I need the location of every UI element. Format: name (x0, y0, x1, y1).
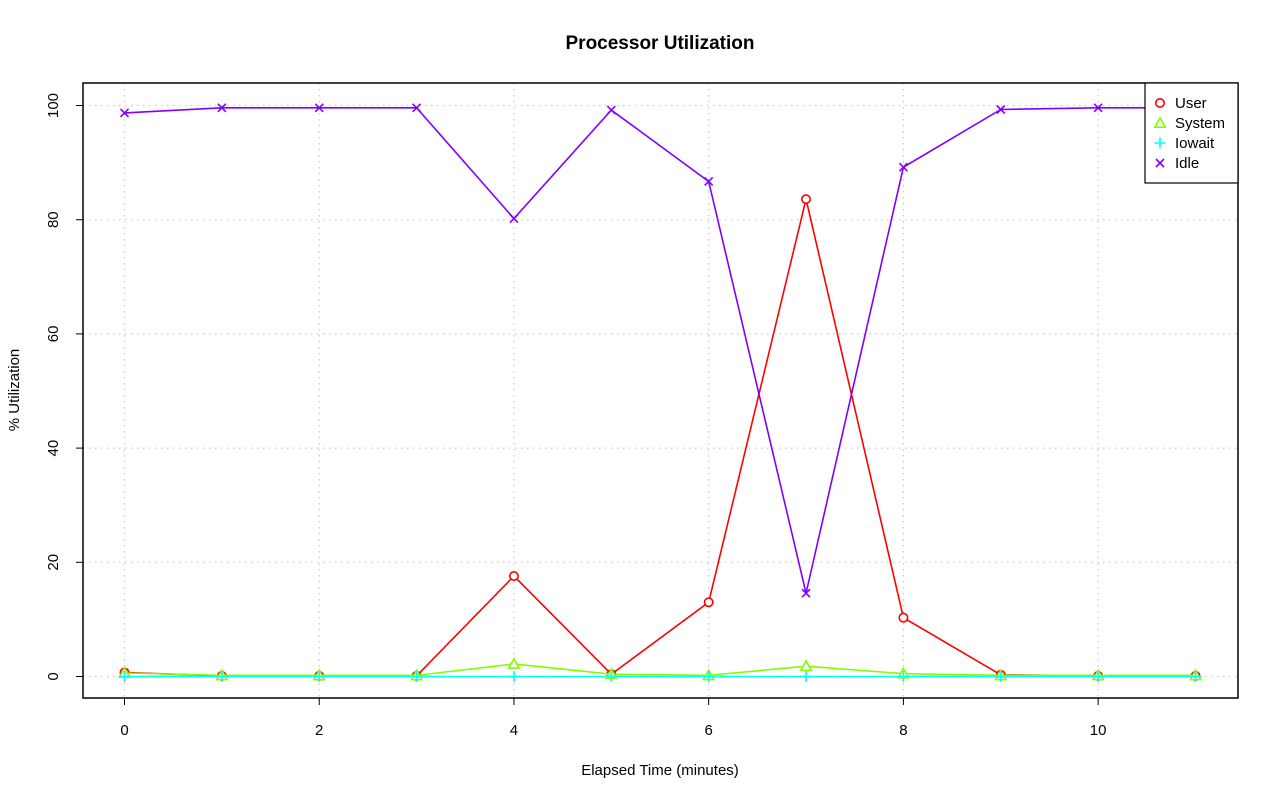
data-point-user (801, 194, 812, 205)
data-point-user (703, 597, 714, 608)
legend-label-idle: Idle (1175, 155, 1199, 172)
series-line-system (124, 663, 1196, 677)
y-tick-label: 20 (45, 554, 62, 571)
legend-label-user: User (1175, 95, 1207, 112)
data-point-iowait (800, 671, 812, 682)
y-tick-label: 80 (45, 211, 62, 228)
data-point-idle (119, 108, 130, 118)
series-layer (117, 103, 1203, 682)
x-tick-label: 6 (705, 722, 713, 739)
data-point-iowait (703, 671, 715, 682)
data-point-iowait (995, 671, 1007, 682)
y-tick-label: 60 (45, 326, 62, 343)
data-point-iowait (313, 671, 325, 682)
legend-label-system: System (1175, 115, 1225, 132)
x-axis: 0 2 4 6 8 10 (120, 697, 1107, 739)
legend-marker-idle (1155, 158, 1165, 168)
legend-marker-system (1153, 116, 1167, 128)
series-line-idle (124, 106, 1196, 594)
data-point-iowait (897, 671, 909, 682)
data-point-idle (606, 105, 616, 115)
y-tick-label: 0 (45, 672, 62, 680)
y-tick-label: 40 (45, 440, 62, 457)
x-tick-label: 0 (120, 722, 128, 739)
data-point-idle (412, 103, 422, 113)
data-point-idle (801, 588, 811, 598)
data-point-iowait (411, 671, 423, 682)
data-point-user (508, 571, 519, 582)
data-point-idle (704, 176, 714, 187)
data-point-idle (217, 103, 227, 113)
data-point-idle (314, 103, 324, 113)
data-point-iowait (216, 671, 228, 682)
data-point-iowait (1190, 671, 1201, 682)
series-line-user (124, 198, 1196, 677)
data-point-iowait (1092, 671, 1104, 682)
y-tick-label: 100 (45, 93, 62, 118)
data-point-idle (1093, 103, 1103, 113)
data-point-idle (509, 213, 519, 224)
data-point-system (507, 657, 521, 669)
legend: User System Iowait Idle (1144, 82, 1239, 184)
y-axis-label: % Utilization (6, 349, 23, 432)
data-point-user (898, 612, 909, 623)
legend-label-iowait: Iowait (1175, 135, 1215, 152)
x-tick-label: 10 (1090, 722, 1107, 739)
plot-frame (82, 82, 1239, 699)
legend-marker-iowait (1154, 137, 1166, 149)
chart-title: Processor Utilization (566, 33, 755, 54)
data-point-idle (996, 104, 1006, 115)
data-point-iowait (119, 671, 130, 682)
grid-lines (83, 83, 1238, 698)
x-tick-label: 8 (899, 722, 907, 739)
data-point-idle (898, 162, 908, 172)
data-point-iowait (508, 671, 520, 682)
y-axis: 0 20 40 60 80 100 (45, 93, 84, 681)
series-idle (119, 103, 1201, 598)
legend-marker-user (1155, 98, 1166, 109)
x-axis-label: Elapsed Time (minutes) (581, 762, 739, 779)
series-iowait (119, 671, 1201, 682)
x-tick-label: 2 (315, 722, 323, 739)
data-point-system (799, 659, 813, 672)
series-user (119, 194, 1201, 681)
data-point-iowait (605, 671, 617, 682)
x-tick-label: 4 (510, 722, 518, 739)
